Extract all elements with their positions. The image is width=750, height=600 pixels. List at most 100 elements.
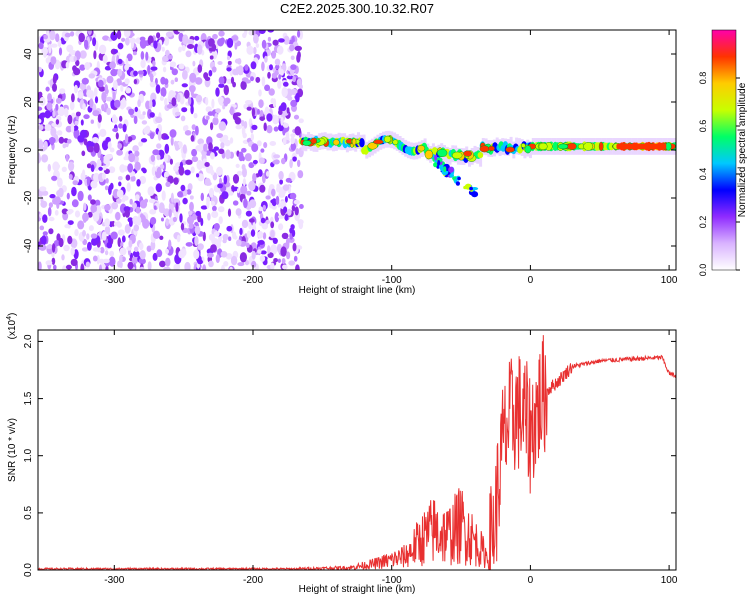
noise-blob xyxy=(92,211,100,222)
noise-blob xyxy=(248,180,256,191)
colorbar-tick-label: 0.0 xyxy=(698,264,708,277)
noise-blob xyxy=(130,175,136,182)
noise-blob xyxy=(187,39,195,45)
noise-blob xyxy=(158,202,165,213)
noise-blob xyxy=(280,116,284,126)
noise-blob xyxy=(133,79,138,85)
noise-blob xyxy=(84,39,89,50)
noise-blob xyxy=(59,88,66,94)
noise-blob xyxy=(264,84,271,92)
noise-blob xyxy=(251,124,258,130)
colorbar-tick-label: 0.4 xyxy=(698,168,708,181)
noise-blob xyxy=(159,260,166,268)
snr-y-tick-label: 1.5 xyxy=(23,391,34,405)
noise-blob xyxy=(215,108,222,114)
noise-blob xyxy=(71,186,77,197)
noise-blob xyxy=(68,161,75,172)
noise-blob xyxy=(196,173,200,178)
noise-blob xyxy=(64,32,71,38)
noise-blob xyxy=(123,30,131,38)
noise-blob xyxy=(180,222,185,231)
noise-blob xyxy=(156,154,161,161)
noise-blob xyxy=(236,188,240,194)
carrier-peak xyxy=(479,145,490,153)
carrier-peak xyxy=(505,146,515,153)
noise-blob xyxy=(218,83,225,88)
noise-blob xyxy=(149,112,155,118)
noise-blob xyxy=(73,67,81,76)
noise-blob xyxy=(87,211,93,218)
noise-blob xyxy=(61,254,65,261)
noise-blob xyxy=(73,55,77,62)
carrier-cell xyxy=(477,152,484,159)
noise-blob xyxy=(288,260,296,266)
noise-blob xyxy=(155,84,161,94)
noise-blob xyxy=(86,233,90,240)
noise-blob xyxy=(161,217,164,222)
noise-blob xyxy=(178,250,186,259)
snr-y-ticks: 0.0 0.5 1.0 1.5 2.0 xyxy=(23,334,676,577)
noise-blob xyxy=(244,153,252,162)
noise-blob xyxy=(259,184,266,193)
noise-blob xyxy=(184,169,191,176)
noise-blob xyxy=(221,191,229,200)
noise-blob xyxy=(170,79,175,85)
carrier-cell xyxy=(359,138,365,148)
noise-blob xyxy=(80,263,85,270)
spectrogram-y-tick-label: 20 xyxy=(23,96,34,108)
noise-blob xyxy=(117,176,123,181)
noise-blob xyxy=(211,200,215,206)
noise-blob xyxy=(220,141,225,149)
noise-blob xyxy=(187,216,194,225)
noise-blob xyxy=(99,246,105,254)
noise-blob xyxy=(124,209,130,218)
noise-blob xyxy=(174,77,178,82)
noise-blob xyxy=(278,74,282,80)
noise-blob xyxy=(150,92,157,103)
noise-blob xyxy=(110,98,115,110)
noise-blob xyxy=(161,190,166,201)
noise-blob xyxy=(104,250,109,256)
noise-blob xyxy=(169,129,177,138)
noise-blob xyxy=(173,177,179,185)
noise-blob xyxy=(177,30,186,33)
noise-blob xyxy=(116,221,121,227)
noise-blob xyxy=(256,140,262,147)
noise-blob xyxy=(163,78,169,85)
noise-blob xyxy=(171,97,177,107)
noise-blob xyxy=(136,216,142,226)
noise-blob xyxy=(134,150,140,157)
noise-blob xyxy=(271,198,277,207)
colorbar-label: Normalized spectral amplitude xyxy=(737,82,748,217)
noise-blob xyxy=(149,73,154,83)
branch-cell xyxy=(457,176,461,181)
carrier-peak xyxy=(463,150,472,157)
carrier-peak xyxy=(567,142,577,151)
noise-blob xyxy=(283,81,289,87)
noise-blob xyxy=(215,87,220,97)
noise-blob xyxy=(47,93,52,102)
branch-cell xyxy=(434,154,438,161)
noise-blob xyxy=(98,166,103,171)
noise-blob xyxy=(210,152,215,160)
branch-cell xyxy=(455,181,460,186)
noise-blob xyxy=(118,123,123,129)
noise-blob xyxy=(193,249,200,260)
noise-blob xyxy=(252,173,257,182)
noise-blob xyxy=(146,245,152,252)
noise-blob xyxy=(104,185,109,191)
noise-blob xyxy=(52,161,60,172)
noise-blob xyxy=(277,79,282,89)
noise-blob xyxy=(109,182,114,190)
noise-blob xyxy=(105,178,109,184)
noise-blob xyxy=(150,217,157,225)
noise-blob xyxy=(38,106,43,111)
noise-blob xyxy=(58,47,63,56)
noise-blob xyxy=(40,196,44,204)
noise-blob xyxy=(128,152,136,163)
noise-blob xyxy=(165,31,173,38)
branch-cell xyxy=(433,162,438,168)
noise-blob xyxy=(132,51,137,56)
noise-blob xyxy=(51,175,58,181)
noise-blob xyxy=(92,110,100,117)
